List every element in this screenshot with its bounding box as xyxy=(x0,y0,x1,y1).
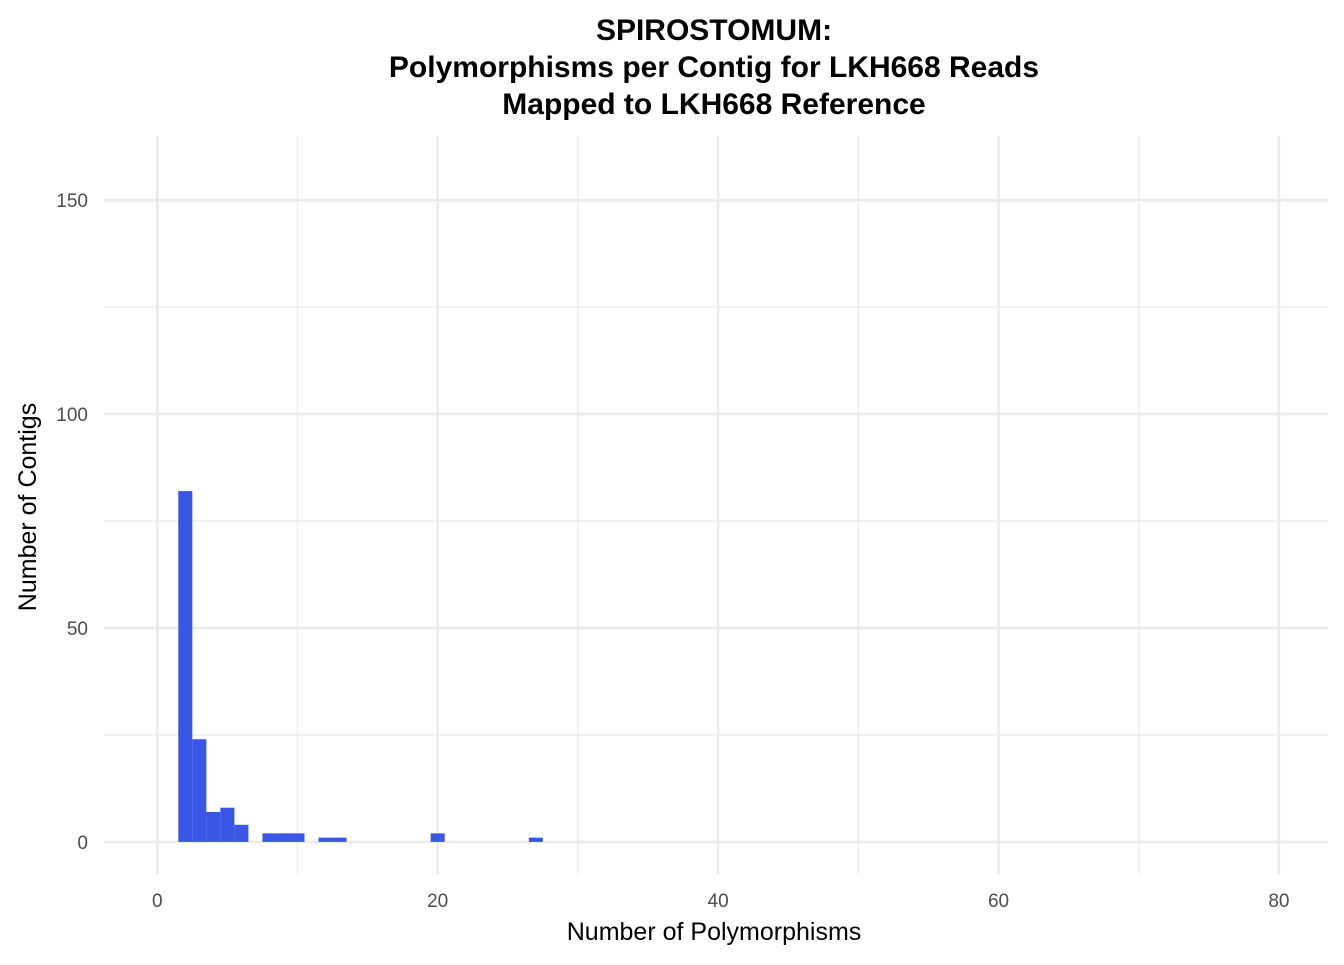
x-tick-label: 60 xyxy=(988,891,1009,912)
histogram-bar xyxy=(206,811,221,842)
histogram-bar xyxy=(290,833,305,842)
y-tick-label: 150 xyxy=(56,191,88,212)
chart-title: SPIROSTOMUM: Polymorphisms per Contig fo… xyxy=(389,14,1039,121)
histogram-bar xyxy=(234,824,249,842)
histogram-bar xyxy=(430,833,445,842)
histogram-bar xyxy=(220,807,235,842)
y-tick-label: 100 xyxy=(56,405,88,426)
histogram-bars xyxy=(178,491,543,842)
y-tick-label: 50 xyxy=(67,619,88,640)
histogram-bar xyxy=(178,491,193,842)
y-axis-title: Number of Contigs xyxy=(14,403,42,611)
histogram-bar xyxy=(192,739,207,842)
histogram-bar xyxy=(318,837,333,842)
x-axis-title: Number of Polymorphisms xyxy=(567,918,862,946)
chart-title-line-1: SPIROSTOMUM: xyxy=(596,14,832,47)
histogram-bar xyxy=(332,837,347,842)
histogram-bar xyxy=(528,837,543,842)
x-tick-label: 80 xyxy=(1268,891,1289,912)
chart-title-line-2: Polymorphisms per Contig for LKH668 Read… xyxy=(389,51,1039,84)
chart-title-line-3: Mapped to LKH668 Reference xyxy=(502,88,925,121)
histogram-bar xyxy=(262,833,277,842)
histogram-bar xyxy=(276,833,291,842)
x-tick-label: 20 xyxy=(427,891,448,912)
y-tick-label: 0 xyxy=(77,833,88,854)
gridlines xyxy=(104,136,1328,874)
tick-labels: 0 20 40 60 80 0 50 100 150 xyxy=(56,191,1289,912)
x-tick-label: 40 xyxy=(708,891,729,912)
x-tick-label: 0 xyxy=(152,891,163,912)
